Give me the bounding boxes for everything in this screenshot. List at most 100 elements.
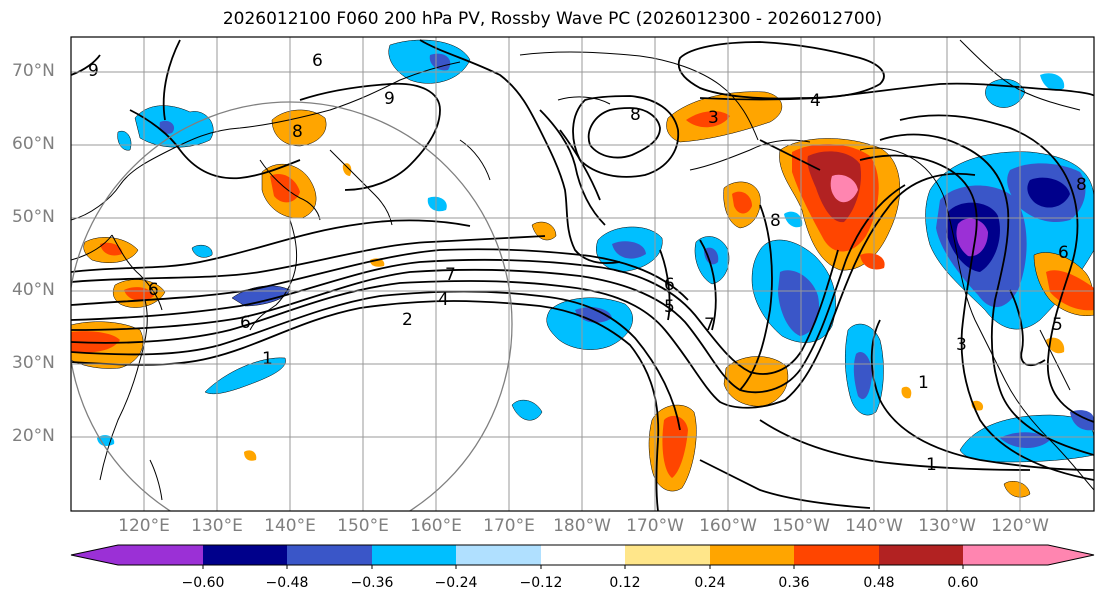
graticule (71, 37, 1094, 511)
reference-circle (71, 101, 513, 511)
negative-anomaly (956, 218, 988, 257)
contour-label: 4 (810, 91, 821, 111)
positive-anomaly (860, 253, 885, 270)
negative-anomaly (1000, 432, 1050, 448)
lon-label: 150°E (337, 516, 389, 536)
positive-anomaly (686, 111, 730, 128)
contour-label: 8 (630, 105, 641, 125)
colorbar-tick-label: −0.48 (265, 575, 309, 591)
contour-label: 9 (88, 61, 99, 81)
lon-label: 170°W (626, 516, 684, 536)
contour-label: 6 (312, 51, 323, 71)
lat-label: 60°N (12, 134, 55, 154)
negative-anomaly (427, 196, 447, 212)
colorbar-segment (203, 545, 287, 565)
lon-label: 120°E (118, 516, 170, 536)
contour-label: 8 (770, 211, 781, 231)
lat-label: 20°N (12, 426, 55, 446)
positive-anomaly (662, 415, 688, 478)
negative-anomaly (784, 211, 803, 228)
positive-anomaly (901, 386, 912, 399)
colorbar-segment (118, 545, 203, 565)
colorbar-segment (287, 545, 372, 565)
positive-anomaly (244, 450, 257, 461)
contour-labels: 9 6 9 8 4 3 8 6 7 4 2 1 6 8 6 5 7 8 3 1 … (88, 51, 1087, 475)
negative-anomaly (134, 105, 214, 148)
colorbar-segment (625, 545, 710, 565)
contour-label: 7 (704, 315, 715, 335)
colorbar-segment (456, 545, 541, 565)
contour-label: 1 (918, 373, 929, 393)
lon-label: 140°E (264, 516, 316, 536)
map-frame (70, 36, 1095, 512)
contour-label: 3 (708, 108, 719, 128)
contour-label: 5 (664, 297, 675, 317)
pv-anomaly-shading (71, 39, 1094, 498)
contour-label: 9 (384, 89, 395, 109)
positive-anomaly (1003, 481, 1031, 498)
contour-label: 5 (1052, 315, 1063, 335)
positive-anomaly (830, 174, 858, 203)
negative-anomaly (575, 307, 612, 323)
colorbar-tick-label: 0.24 (694, 575, 726, 591)
contour-label: 6 (148, 280, 159, 300)
positive-anomaly (1046, 270, 1094, 311)
positive-anomaly (271, 109, 327, 147)
negative-anomaly (1040, 73, 1065, 91)
colorbar-tick-label: 0.60 (947, 575, 979, 591)
contour-label: 8 (292, 122, 303, 142)
colorbar-segment (794, 545, 879, 565)
colorbar-tick-label: −0.60 (181, 575, 225, 591)
contour-label: 1 (262, 349, 273, 369)
lon-label: 180°W (553, 516, 611, 536)
colorbar-segment (963, 545, 1048, 565)
negative-anomaly (191, 244, 213, 258)
lon-label: 120°W (991, 516, 1049, 536)
lat-label: 40°N (12, 280, 55, 300)
negative-anomaly (159, 120, 175, 134)
negative-anomaly (546, 297, 633, 350)
negative-anomaly (429, 53, 451, 71)
colorbar-tick-label: 0.48 (863, 575, 895, 591)
lat-label: 30°N (12, 353, 55, 373)
colorbar-segment (710, 545, 794, 565)
lon-label: 160°W (699, 516, 757, 536)
contour-label: 1 (926, 455, 937, 475)
positive-anomaly (732, 191, 752, 214)
lon-label: 130°W (918, 516, 976, 536)
contour-label: 8 (1076, 175, 1087, 195)
lon-label: 140°W (845, 516, 903, 536)
figure-title: 2026012100 F060 200 hPa PV, Rossby Wave … (222, 9, 883, 29)
contour-label: 7 (445, 265, 456, 285)
negative-anomaly (778, 270, 820, 336)
lon-label: 160°E (410, 516, 462, 536)
colorbar (70, 544, 1095, 569)
lat-label: 50°N (12, 207, 55, 227)
contour-label: 6 (240, 313, 251, 333)
lon-label: 130°E (191, 516, 243, 536)
negative-anomaly (612, 241, 646, 259)
contour-label: 3 (956, 335, 967, 355)
positive-anomaly (723, 356, 789, 407)
map-area: 9 6 9 8 4 3 8 6 7 4 2 1 6 8 6 5 7 8 3 1 … (71, 37, 1094, 511)
colorbar-segment (541, 545, 625, 565)
colorbar-tick-label: −0.36 (350, 575, 394, 591)
negative-anomaly (1070, 410, 1094, 431)
colorbar-extend-high (1048, 545, 1094, 565)
negative-anomaly (204, 357, 286, 395)
colorbar-tick-label: −0.24 (434, 575, 478, 591)
contour-label: 4 (438, 290, 449, 310)
contour-label: 6 (1058, 243, 1069, 263)
negative-anomaly (511, 399, 543, 421)
negative-anomaly (704, 247, 719, 265)
positive-anomaly (342, 163, 352, 176)
contour-label: 2 (402, 310, 413, 330)
lon-label: 150°W (772, 516, 830, 536)
contour-label: 6 (664, 275, 675, 295)
colorbar-tick-label: 0.36 (778, 575, 810, 591)
negative-anomaly (1027, 177, 1070, 208)
lat-label: 70°N (12, 61, 55, 81)
colorbar-segment (879, 545, 963, 565)
colorbar-tick-label: 0.12 (609, 575, 641, 591)
